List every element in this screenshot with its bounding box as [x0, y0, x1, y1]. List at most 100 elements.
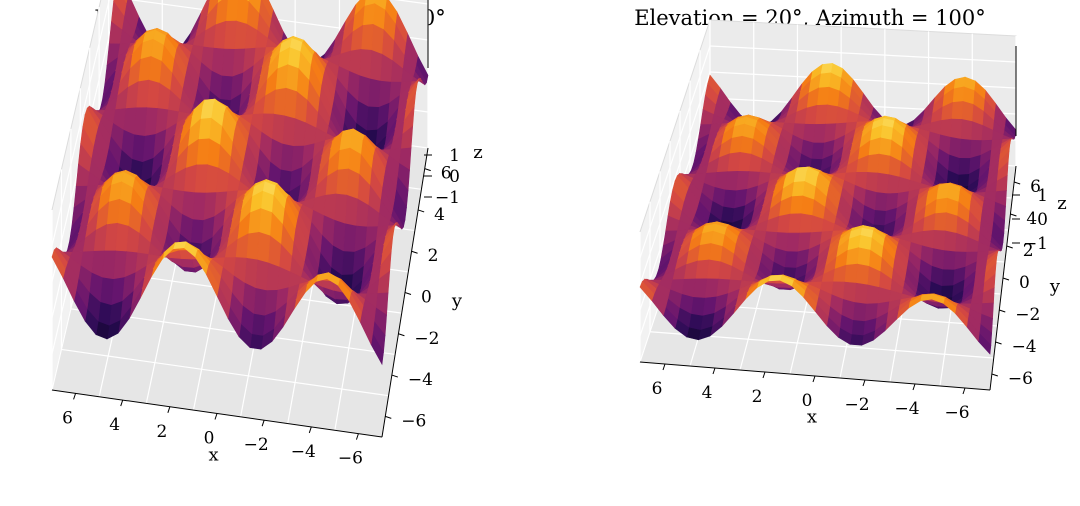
surface-facet — [875, 172, 889, 195]
surface-facet — [366, 106, 379, 132]
y-axis-label: y — [451, 291, 463, 312]
surface-facet — [932, 229, 946, 251]
surface-facet — [854, 282, 868, 305]
y-tick — [398, 333, 405, 337]
z-axis-label: z — [1057, 193, 1066, 214]
y-tick-label: −2 — [414, 329, 439, 349]
surface-facet — [851, 319, 865, 336]
surface-facet — [784, 251, 798, 269]
surface-facet — [800, 195, 815, 216]
surface-facet — [367, 78, 381, 108]
surface-facet — [371, 23, 384, 55]
x-tick — [308, 426, 312, 434]
y-tick-label: −4 — [1012, 337, 1037, 357]
surface-facet — [688, 313, 703, 331]
surface-facet — [337, 147, 351, 171]
surface-facet — [785, 232, 800, 253]
surface-facet — [292, 118, 306, 147]
x-tick-label: −4 — [291, 442, 316, 462]
y-tick-label: 0 — [1019, 273, 1030, 293]
surface-facet — [265, 262, 280, 291]
surface-facet — [798, 213, 813, 234]
x-tick-label: −2 — [844, 395, 869, 415]
surface-facet — [952, 86, 965, 103]
y-tick — [411, 250, 418, 254]
surface-facet — [253, 287, 267, 317]
x-tick-label: 2 — [752, 387, 763, 407]
x-tick-label: −6 — [338, 449, 363, 469]
y-tick-label: 6 — [1030, 177, 1041, 197]
surface-facet — [960, 119, 973, 141]
surface-facet — [949, 118, 963, 140]
y-tick-label: −4 — [408, 370, 433, 390]
y-tick — [1006, 245, 1013, 249]
surface-facet — [358, 49, 372, 80]
y-tick-label: 2 — [1023, 241, 1034, 261]
y-tick-label: −2 — [1015, 305, 1040, 325]
surface-facet — [939, 118, 952, 138]
surface-facet — [283, 87, 297, 119]
y-tick-label: −6 — [1008, 369, 1033, 389]
x-tick — [662, 363, 666, 371]
x-tick — [120, 399, 124, 407]
subplot-elev-40: Elevation = 40°, Azimuth = 100° 6420−2−4… — [51, 0, 483, 469]
z-tick-label: 0 — [1037, 210, 1048, 230]
x-tick — [812, 375, 816, 383]
surface-facet — [797, 232, 811, 253]
surface-facet — [225, 0, 239, 22]
surface-facet — [852, 302, 867, 322]
x-tick — [912, 383, 916, 391]
surface-facet — [865, 284, 880, 305]
surface-facet — [934, 197, 948, 214]
x-tick-label: −6 — [944, 403, 969, 423]
x-tick-label: 4 — [702, 383, 713, 403]
x-tick-label: 2 — [156, 422, 167, 442]
surface-facet — [639, 281, 655, 302]
grid-line — [51, 0, 110, 247]
surface-facet — [789, 195, 804, 215]
x-axis-label: x — [209, 444, 219, 465]
x-tick — [862, 379, 866, 387]
surface-facet — [249, 334, 264, 350]
x-tick — [167, 406, 171, 413]
y-tick-label: −6 — [401, 411, 426, 431]
surface-facet — [944, 212, 958, 234]
surface-facet — [787, 213, 802, 234]
surface-facet — [256, 231, 271, 264]
surface-facet — [369, 49, 383, 82]
surface-facet — [948, 136, 961, 159]
surface-facet — [933, 212, 947, 232]
x-tick-label: 0 — [204, 429, 215, 449]
surface — [51, 0, 429, 366]
surface-facet — [346, 168, 360, 200]
y-tick-label: 6 — [441, 164, 452, 184]
x-tick-label: 6 — [62, 408, 73, 428]
surface-facet — [842, 281, 857, 303]
x-axis-label: x — [807, 407, 817, 428]
surface-facet — [897, 176, 911, 194]
surface-facet — [942, 250, 956, 271]
surface-facet — [866, 153, 880, 174]
surface-facet — [285, 64, 299, 93]
surface-facet — [843, 263, 858, 284]
z-tick-label: 1 — [449, 146, 460, 166]
surface-facet — [856, 247, 871, 267]
surface-facet — [849, 334, 864, 346]
surface-facet — [950, 101, 964, 120]
surface-facet — [877, 153, 891, 175]
surface-facet — [258, 208, 273, 237]
x-tick-label: −2 — [244, 435, 269, 455]
surface-facet — [251, 313, 265, 337]
z-tick-label: 0 — [449, 167, 460, 187]
grid-line — [709, 45, 1017, 63]
y-tick — [417, 209, 425, 213]
surface-facet — [845, 247, 860, 266]
y-tick-label: 0 — [421, 288, 432, 308]
y-tick — [391, 374, 399, 378]
surface-facet — [886, 174, 900, 195]
surface-facet — [282, 115, 296, 147]
y-tick — [995, 341, 1002, 345]
surface-facet — [802, 123, 816, 144]
